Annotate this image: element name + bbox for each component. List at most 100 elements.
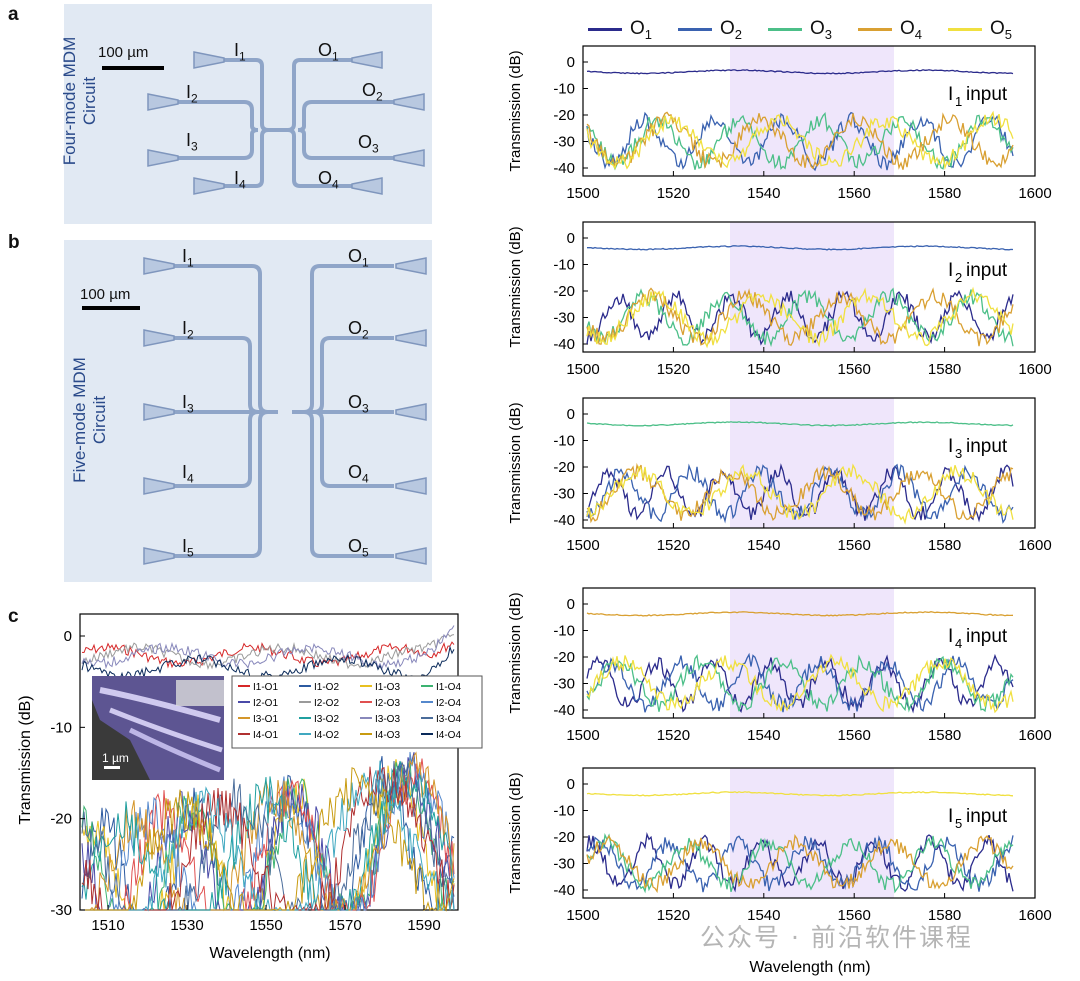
panel-c-xtick: 1550	[249, 917, 282, 934]
xtick-label: 1520	[657, 727, 690, 744]
xtick-label: 1600	[1018, 537, 1051, 554]
panel-frame	[582, 767, 1036, 899]
input-label: I	[948, 436, 953, 457]
input-label-sub: 4	[955, 636, 962, 651]
transmission-trace	[586, 111, 1014, 172]
panel-c-legend-label: I2-O3	[375, 698, 400, 709]
output-legend-item: O2	[678, 18, 742, 42]
four-mode-input-4-label: I4	[234, 168, 246, 192]
xtick-label: 1520	[657, 907, 690, 924]
ytick-label: 0	[567, 54, 575, 71]
transmission-trace	[586, 463, 1014, 525]
panel-c-legend-label: I4-O1	[253, 730, 278, 741]
input-label: I	[948, 626, 953, 647]
output-legend-item: O5	[948, 18, 1012, 42]
ylabel: Transmission (dB)	[507, 402, 524, 523]
xtick-label: 1560	[838, 907, 871, 924]
transmission-trace	[586, 421, 1014, 427]
panel-c-xtick: 1530	[170, 917, 203, 934]
xtick-label: 1560	[838, 537, 871, 554]
five-mode-output-2-label: O2	[348, 318, 369, 342]
transmission-trace	[586, 110, 1014, 171]
output-legend-swatch	[588, 28, 622, 32]
ytick-label: -20	[553, 829, 575, 846]
panel-c-ytick: -10	[50, 719, 72, 736]
output-legend-label: O1	[630, 18, 653, 42]
xtick-label: 1600	[1018, 727, 1051, 744]
five-mode-output-5-label: O5	[348, 536, 369, 560]
xtick-label: 1500	[566, 361, 599, 378]
ytick-label: -30	[553, 486, 575, 503]
ylabel: Transmission (dB)	[507, 50, 524, 171]
panel-c-legend-label: I4-O3	[375, 730, 400, 741]
panel-frame	[582, 587, 1036, 719]
output-legend-swatch	[678, 28, 712, 32]
four-mode-output-1-label: O1	[318, 40, 339, 64]
output-legend-item: O3	[768, 18, 832, 42]
panel-c-legend-label: I1-O4	[436, 682, 461, 693]
panel-c-ylabel: Transmission (dB)	[17, 695, 34, 824]
ytick-label: -30	[553, 856, 575, 873]
panel-h-plot: h0-10-20-30-40150015201540156015801600Tr…	[507, 767, 1052, 924]
transmission-trace	[586, 287, 1014, 348]
four-mode-scale-label: 100 µm	[98, 44, 149, 61]
ytick-label: -30	[553, 134, 575, 151]
xtick-label: 1600	[1018, 361, 1051, 378]
transmission-trace	[586, 611, 1014, 617]
xtick-label: 1520	[657, 361, 690, 378]
four-mode-output-3-label: O3	[358, 132, 379, 156]
panel-c-legend-label: I3-O4	[436, 714, 461, 725]
ytick-label: -30	[553, 676, 575, 693]
xtick-label: 1600	[1018, 907, 1051, 924]
xtick-label: 1500	[566, 907, 599, 924]
panel-d-plot: d0-10-20-30-40150015201540156015801600Tr…	[507, 45, 1052, 202]
four-mode-title: Four-mode MDM Circuit	[60, 36, 99, 166]
output-legend-swatch	[768, 28, 802, 32]
xtick-label: 1540	[747, 907, 780, 924]
xtick-label: 1580	[928, 361, 961, 378]
panel-e-plot: e0-10-20-30-40150015201540156015801600Tr…	[507, 221, 1052, 378]
output-legend-label: O4	[900, 18, 923, 42]
four-mode-output-2-label: O2	[362, 80, 383, 104]
panel-c-trace	[81, 641, 455, 669]
panel-c-legend-label: I2-O1	[253, 698, 278, 709]
transmission-trace	[586, 111, 1014, 171]
panel-letter-b: b	[8, 232, 20, 253]
panel-letter-a: a	[8, 4, 19, 25]
output-legend-swatch	[858, 28, 892, 32]
input-label: I	[948, 260, 953, 281]
xtick-label: 1600	[1018, 185, 1051, 202]
xtick-label: 1560	[838, 185, 871, 202]
xtick-label: 1500	[566, 185, 599, 202]
ytick-label: -10	[553, 81, 575, 98]
ylabel: Transmission (dB)	[507, 592, 524, 713]
panel-c-xtick: 1510	[91, 917, 124, 934]
input-label-word: input	[966, 436, 1008, 457]
five-mode-circuit-drawing	[64, 240, 432, 582]
right-plots: d0-10-20-30-40150015201540156015801600Tr…	[507, 45, 1052, 976]
transmission-trace	[586, 833, 1014, 894]
input-label-sub: 2	[955, 270, 962, 285]
xtick-label: 1580	[928, 537, 961, 554]
five-mode-micrograph	[64, 240, 432, 582]
input-label: I	[948, 806, 953, 827]
output-legend-item: O4	[858, 18, 922, 42]
transmission-trace	[586, 463, 1014, 524]
xtick-label: 1540	[747, 185, 780, 202]
panel-c-trace	[82, 767, 455, 912]
panel-letter-c: c	[8, 606, 19, 627]
output-legend-label: O2	[720, 18, 743, 42]
ytick-label: -10	[553, 433, 575, 450]
panel-c-ytick: -20	[50, 811, 72, 828]
five-mode-output-1-label: O1	[348, 246, 369, 270]
xtick-label: 1520	[657, 537, 690, 554]
ytick-label: -20	[553, 283, 575, 300]
five-mode-input-1-label: I1	[182, 246, 194, 270]
sem-inset: 1 µm	[92, 676, 224, 780]
right-xlabel: Wavelength (nm)	[749, 959, 870, 976]
panel-c-xtick: 1590	[407, 917, 440, 934]
five-mode-title: Five-mode MDM Circuit	[70, 357, 109, 483]
xtick-label: 1560	[838, 361, 871, 378]
five-mode-output-3-label: O3	[348, 392, 369, 416]
output-legend-item: O1	[588, 18, 652, 42]
